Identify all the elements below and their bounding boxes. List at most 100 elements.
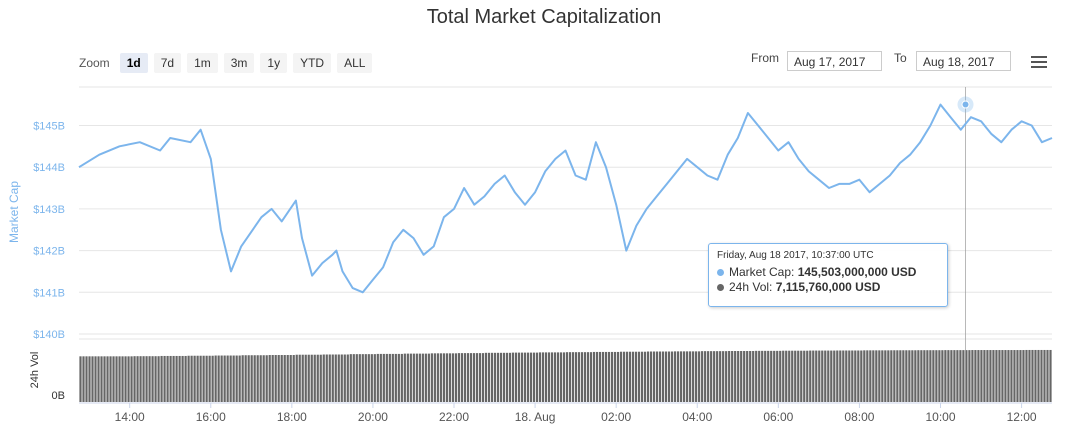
volume-bar: [908, 350, 911, 402]
volume-bar: [613, 351, 617, 402]
volume-bar: [616, 351, 620, 402]
volume-bar: [478, 353, 482, 402]
volume-bar: [701, 351, 704, 402]
volume-bar: [205, 355, 208, 402]
volume-dot-icon: [717, 284, 724, 292]
volume-bar: [343, 354, 346, 402]
volume-bar: [196, 355, 199, 402]
volume-bar: [154, 356, 157, 402]
from-date-input[interactable]: Aug 17, 2017: [787, 51, 882, 71]
volume-bar: [968, 350, 971, 402]
volume-bar: [1037, 349, 1040, 402]
volume-bar: [698, 351, 701, 402]
zoom-3m-button[interactable]: 3m: [223, 52, 255, 73]
volume-bar: [914, 350, 917, 402]
tooltip-volume-value: 7,115,760,000 USD: [775, 280, 881, 294]
volume-bar: [280, 355, 283, 402]
volume-bar: [1016, 350, 1019, 402]
volume-bar: [223, 355, 226, 402]
volume-bar: [598, 351, 602, 402]
volume-bar: [550, 352, 554, 402]
volume-bar: [184, 355, 187, 402]
x-tick-label: 10:00: [925, 410, 955, 424]
volume-bar: [214, 355, 217, 402]
volume-bar: [980, 350, 983, 402]
volume-bar: [523, 352, 527, 402]
volume-bar: [361, 354, 364, 402]
volume-bar: [818, 350, 821, 402]
volume-bar: [253, 355, 256, 402]
zoom-1m-button[interactable]: 1m: [187, 52, 218, 73]
volume-bar: [469, 353, 473, 402]
zoom-all-button[interactable]: ALL: [337, 52, 373, 73]
volume-bar: [352, 354, 355, 402]
volume-bar: [929, 350, 932, 402]
volume-bar: [986, 350, 989, 402]
volume-bar: [827, 350, 830, 402]
volume-bar: [806, 350, 809, 402]
volume-bar: [959, 350, 962, 402]
volume-bar: [202, 355, 205, 402]
volume-bar: [965, 350, 968, 402]
volume-bar: [190, 355, 193, 402]
volume-bar: [674, 351, 677, 402]
volume-bar: [962, 350, 965, 402]
volume-bar: [1031, 349, 1034, 402]
volume-bar: [974, 350, 977, 402]
volume-tick-label: 0B: [52, 390, 65, 402]
volume-bar: [415, 353, 418, 402]
zoom-1y-button[interactable]: 1y: [260, 52, 288, 73]
volume-bar: [671, 351, 674, 402]
volume-bar: [899, 350, 902, 402]
x-tick-label: 12:00: [1007, 410, 1037, 424]
volume-bar: [538, 352, 542, 402]
volume-bar: [535, 352, 539, 402]
volume-bar: [277, 355, 280, 402]
zoom-1d-button[interactable]: 1d: [119, 52, 148, 73]
volume-bar: [274, 355, 277, 402]
volume-bar: [833, 350, 836, 402]
volume-bar: [379, 353, 382, 402]
volume-bar: [157, 356, 160, 402]
volume-bar: [683, 351, 686, 402]
volume-bar: [902, 350, 905, 402]
volume-bar: [791, 350, 794, 402]
volume-bar: [878, 350, 881, 402]
volume-bar: [145, 356, 148, 402]
zoom-label: Zoom: [79, 55, 110, 70]
volume-bar: [355, 354, 358, 402]
volume-bar: [235, 355, 238, 402]
volume-bar: [499, 352, 503, 402]
volume-bar: [406, 353, 409, 402]
volume-bar: [103, 356, 106, 402]
chart-menu-icon[interactable]: [1031, 56, 1047, 68]
volume-bar: [1007, 350, 1010, 402]
volume-bar: [289, 355, 292, 402]
volume-bar: [565, 352, 569, 402]
volume-bar: [785, 350, 788, 402]
volume-bar: [385, 353, 388, 402]
volume-bar: [475, 353, 479, 402]
volume-bar: [454, 353, 457, 402]
to-date-input[interactable]: Aug 18, 2017: [916, 51, 1011, 71]
volume-bar: [604, 351, 608, 402]
volume-bar: [553, 352, 557, 402]
volume-bar: [412, 353, 415, 402]
volume-bar: [935, 350, 938, 402]
volume-bar: [244, 355, 247, 402]
zoom-ytd-button[interactable]: YTD: [293, 52, 332, 73]
zoom-7d-button[interactable]: 7d: [153, 52, 182, 73]
volume-bar: [424, 353, 427, 402]
volume-bar: [734, 350, 737, 402]
volume-bar: [421, 353, 424, 402]
volume-bar: [646, 351, 650, 402]
y-tick-label: $143B: [33, 204, 65, 216]
tooltip-market-cap-label: Market Cap:: [729, 265, 795, 279]
volume-bar: [547, 352, 551, 402]
volume-bar: [707, 351, 710, 402]
volume-bar: [881, 350, 884, 402]
volume-bar: [983, 350, 986, 402]
volume-bar: [85, 356, 88, 402]
volume-bar: [923, 350, 926, 402]
volume-bar: [532, 352, 536, 402]
